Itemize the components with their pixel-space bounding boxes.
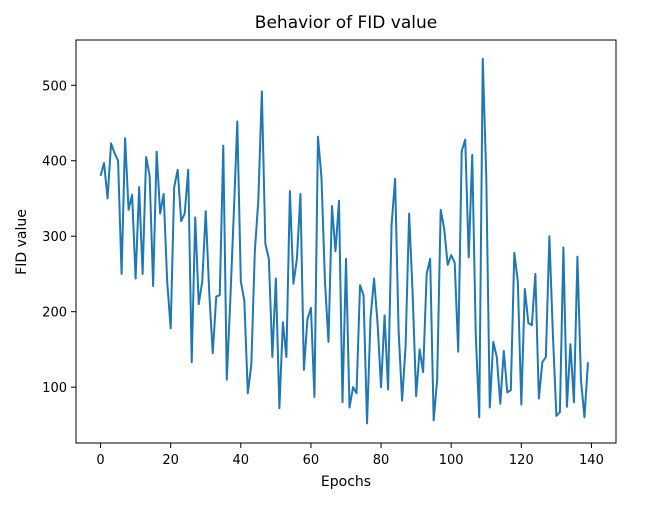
y-axis-label: FID value bbox=[14, 209, 30, 275]
y-axis-ticks: 100 200 300 400 500 bbox=[42, 79, 76, 396]
x-tick-label: 100 bbox=[439, 453, 464, 468]
x-tick-label: 140 bbox=[579, 453, 604, 468]
y-tick-label: 500 bbox=[42, 79, 67, 94]
plot-frame bbox=[75, 39, 617, 444]
x-tick-label: 80 bbox=[373, 453, 390, 468]
y-tick-label: 400 bbox=[42, 155, 67, 170]
y-tick-label: 200 bbox=[42, 306, 67, 321]
x-tick-label: 20 bbox=[162, 453, 179, 468]
x-tick-label: 0 bbox=[96, 453, 104, 468]
y-tick-label: 100 bbox=[42, 381, 67, 396]
plot-area bbox=[75, 39, 617, 444]
x-tick-label: 40 bbox=[233, 453, 250, 468]
chart-title: Behavior of FID value bbox=[255, 13, 437, 33]
y-tick-label: 300 bbox=[42, 230, 67, 245]
x-axis-label: Epochs bbox=[321, 474, 371, 490]
x-axis-ticks: 0 20 40 60 80 100 120 140 bbox=[96, 443, 604, 468]
fid-series-line bbox=[99, 57, 589, 425]
x-tick-label: 60 bbox=[303, 453, 320, 468]
x-tick-label: 120 bbox=[509, 453, 534, 468]
